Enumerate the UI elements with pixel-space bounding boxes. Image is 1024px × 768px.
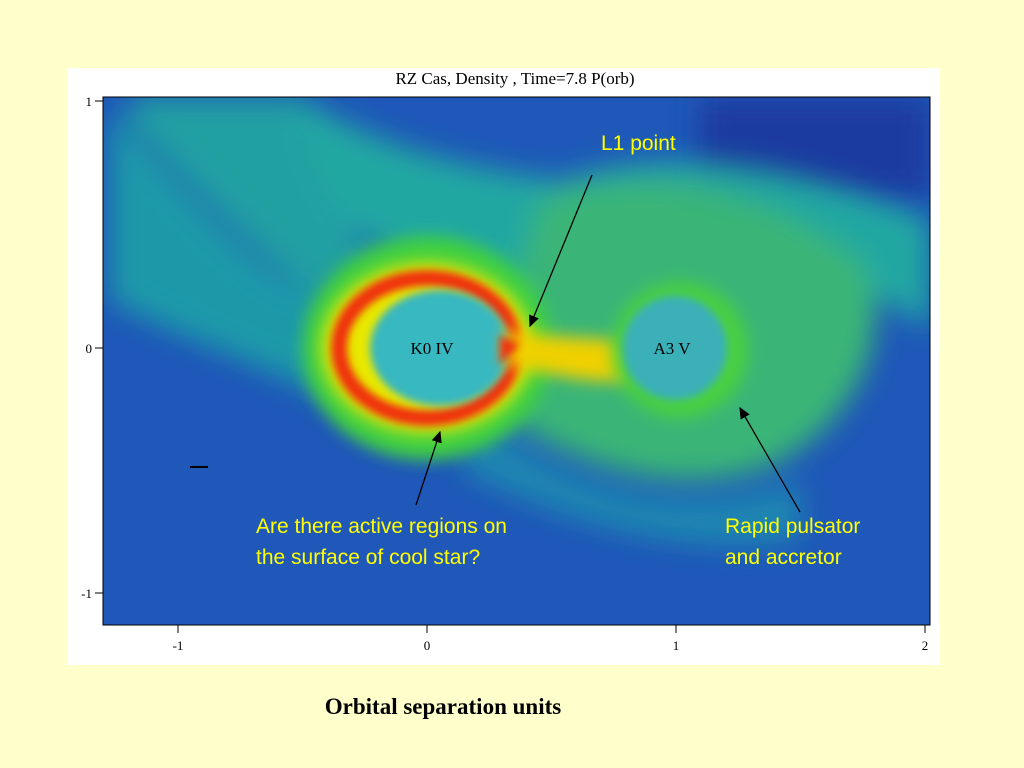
star-label: K0 IV (411, 339, 455, 358)
plot-frame (102, 96, 931, 626)
plot-title: RZ Cas, Density , Time=7.8 P(orb) (395, 69, 634, 88)
y-tick-label: 0 (86, 341, 93, 356)
x-tick-label: 1 (673, 638, 680, 653)
annotation: L1 point (601, 132, 676, 155)
arrow (739, 406, 801, 513)
x-tick-label: -1 (173, 638, 184, 653)
tick-labels: -1 0 1 2 1 0 -1 (81, 94, 928, 653)
star-label: A3 V (654, 339, 692, 358)
arrows (415, 174, 801, 513)
x-tick-label: 2 (922, 638, 929, 653)
annotation: Are there active regions on (256, 515, 507, 538)
caption: Orbital separation units (325, 694, 561, 719)
arrow (415, 430, 442, 506)
annotation: and accretor (725, 546, 842, 569)
axes (95, 100, 926, 633)
annotation: the surface of cool star? (256, 546, 480, 569)
y-tick-label: 1 (86, 94, 93, 109)
annotation: Rapid pulsator (725, 515, 860, 538)
density-map (103, 97, 930, 625)
y-tick-label: -1 (81, 586, 92, 601)
x-tick-label: 0 (424, 638, 431, 653)
arrow (529, 174, 593, 328)
